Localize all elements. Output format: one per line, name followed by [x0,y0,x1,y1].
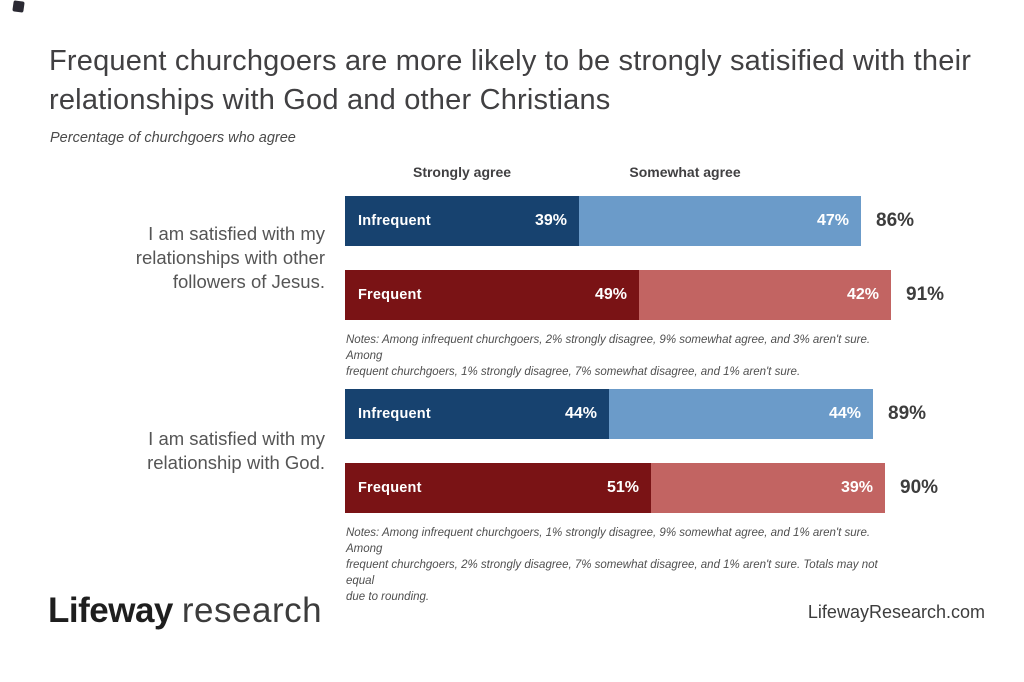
series-label: Infrequent [358,213,431,229]
strongly-agree-value: 44% [564,405,597,422]
strongly-agree-value: 49% [594,286,627,303]
chart-subtitle: Percentage of churchgoers who agree [50,130,296,146]
total-value: 89% [888,403,927,424]
somewhat-agree-segment: 47% [579,196,861,246]
strongly-agree-value: 51% [606,479,639,496]
bar-row-frequent: Frequent 51% 39% 90% [345,463,938,513]
corner-artifact-mark [12,0,25,13]
somewhat-agree-value: 47% [816,212,849,229]
total-value: 91% [906,284,945,305]
column-header-strongly-agree: Strongly agree [412,164,512,180]
somewhat-agree-segment: 42% [639,270,891,320]
series-label: Frequent [358,287,422,303]
bar-row-frequent: Frequent 49% 42% 91% [345,270,944,320]
strongly-agree-segment: Infrequent 44% [345,389,609,439]
somewhat-agree-segment: 39% [651,463,885,513]
total-value: 86% [876,210,915,231]
somewhat-agree-value: 39% [840,479,873,496]
logo-wordmark-light: research [181,591,323,630]
strongly-agree-value: 39% [534,212,567,229]
notes-text: Notes: Among infrequent churchgoers, 1% … [346,527,878,604]
total-value: 90% [900,477,939,498]
statement-label: I am satisfied with my relationships wit… [135,223,325,292]
series-label: Infrequent [358,406,431,422]
notes-text: Notes: Among infrequent churchgoers, 2% … [346,334,871,379]
series-label: Frequent [358,480,422,496]
column-header-somewhat-agree: Somewhat agree [629,164,741,180]
bar-row-infrequent: Infrequent 39% 47% 86% [345,196,914,246]
lifeway-research-logo: Lifeway research [48,591,322,631]
strongly-agree-segment: Frequent 49% [345,270,639,320]
strongly-agree-segment: Infrequent 39% [345,196,579,246]
somewhat-agree-value: 42% [846,286,879,303]
somewhat-agree-value: 44% [828,405,861,422]
website-url: LifewayResearch.com [807,602,985,622]
statement-label: I am satisfied with my relationship with… [147,428,325,473]
chart-title: Frequent churchgoers are more likely to … [49,45,972,116]
somewhat-agree-segment: 44% [609,389,873,439]
logo-wordmark-bold: Lifeway [48,591,173,630]
strongly-agree-segment: Frequent 51% [345,463,651,513]
bar-row-infrequent: Infrequent 44% 44% 89% [345,389,926,439]
